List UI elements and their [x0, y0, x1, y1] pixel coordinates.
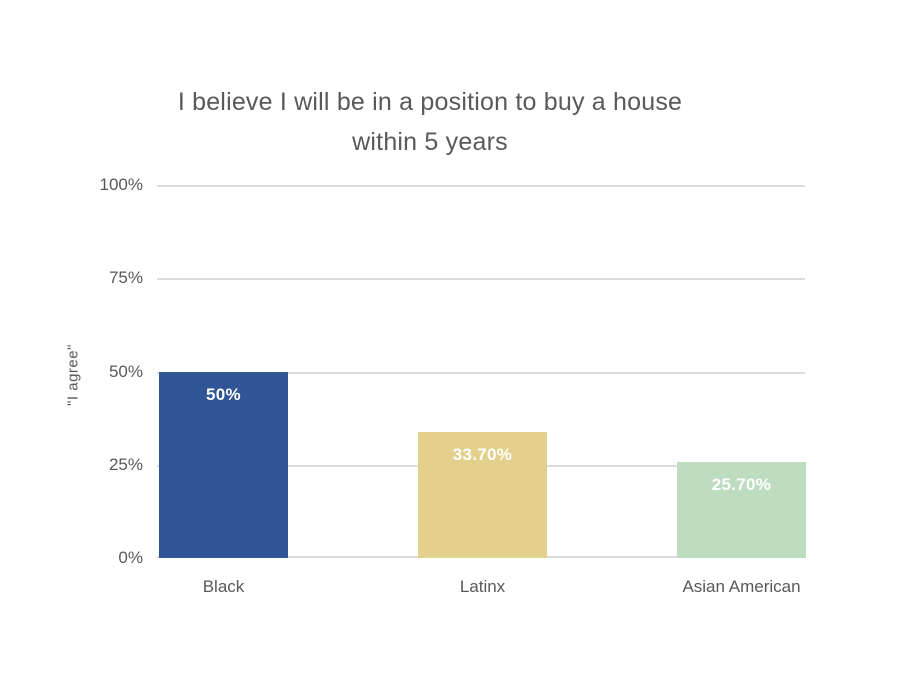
x-axis-category-label: Asian American [682, 577, 801, 596]
y-axis-tick-label: 50% [108, 361, 143, 381]
plot-area: 50% 33.70% 25.70% [157, 185, 806, 558]
x-axis-category-label: Black [202, 577, 245, 596]
chart-title-line-1: I believe I will be in a position to buy… [177, 88, 683, 116]
chart-title-line-2: within 5 years [352, 128, 508, 156]
gridline [157, 278, 805, 281]
x-axis-category-label: Latinx [459, 577, 506, 596]
gridline [157, 185, 805, 187]
y-axis-tick-label: 0% [118, 548, 143, 567]
y-axis-tick-label: 100% [99, 175, 143, 194]
bar-value-label: 50% [206, 384, 241, 404]
y-axis-tick-label: 75% [108, 268, 143, 288]
bar-black: 50% [159, 371, 288, 558]
bar-value-label: 25.70% [711, 475, 772, 495]
chart-title: I believe I will be in a position to buy… [0, 82, 860, 162]
bar-asian-american: 25.70% [677, 462, 806, 558]
bar-value-label: 33.70% [452, 445, 513, 465]
bar-latinx: 33.70% [418, 432, 547, 558]
y-axis-tick-label: 25% [108, 454, 143, 474]
gridline [157, 371, 805, 374]
